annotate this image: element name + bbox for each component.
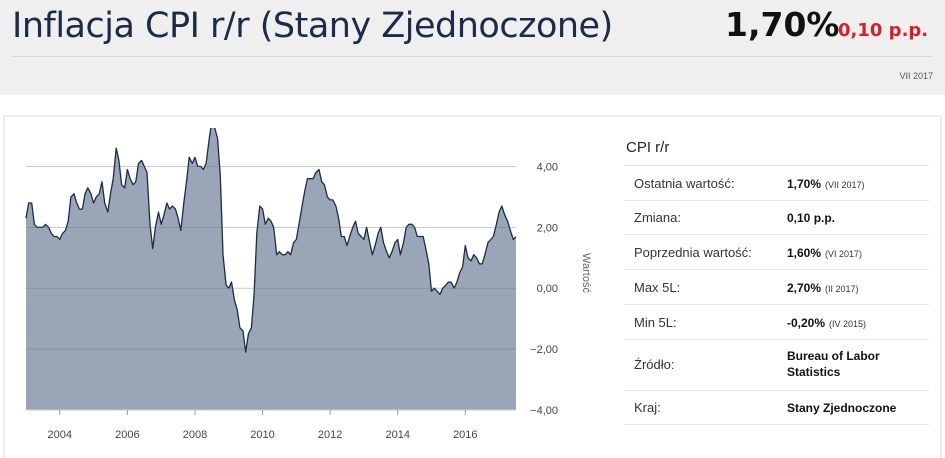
info-label: Źródło: (634, 357, 675, 372)
y-tick-label: 0,00 (537, 283, 558, 295)
info-label: Ostatnia wartość: (634, 176, 735, 191)
info-row-min-5y: Min 5L: -0,20% (IV 2015) (624, 305, 929, 340)
current-value: 1,70% (725, 5, 840, 44)
info-note: (VI 2017) (825, 249, 863, 259)
info-row-previous-value: Poprzednia wartość: 1,60% (VI 2017) (624, 235, 929, 270)
x-tick-label: 2006 (115, 429, 139, 441)
info-label: Zmiana: (634, 210, 681, 225)
info-row-change: Zmiana: 0,10 p.p. (624, 201, 929, 235)
info-value: -0,20% (IV 2015) (787, 316, 867, 330)
info-value: 0,10 p.p. (787, 211, 836, 225)
info-value: 1,60% (VI 2017) (787, 246, 863, 260)
cpi-chart: 4,00 2,00 0,00 −2,00 −4,00 2004 2006 2008 2010 20… (25, 128, 592, 441)
x-tick-label: 2014 (385, 429, 409, 441)
info-row-max-5y: Max 5L: 2,70% (II 2017) (624, 270, 929, 305)
info-value: Stany Zjednoczone (787, 401, 897, 415)
x-tick-label: 2016 (453, 429, 477, 441)
page-title: Inflacja CPI r/r (Stany Zjednoczone) (12, 6, 613, 46)
y-tick-label: 2,00 (537, 222, 558, 234)
y-tick-label: −2,00 (530, 344, 558, 356)
info-note: (IV 2015) (829, 319, 867, 329)
info-label: Kraj: (634, 400, 661, 415)
info-note: (II 2017) (825, 284, 859, 294)
info-row-source: Źródło: Bureau of Labor Statistics (624, 340, 929, 391)
change-value: 0,10 p.p. (838, 20, 929, 41)
period-label: VII 2017 (899, 71, 933, 81)
info-value: 2,70% (II 2017) (787, 281, 859, 295)
info-label: Min 5L: (634, 315, 677, 330)
info-value: 1,70% (VII 2017) (787, 177, 865, 191)
x-tick-label: 2012 (318, 429, 342, 441)
info-note: (VII 2017) (825, 180, 865, 190)
y-tick-label: −4,00 (530, 405, 558, 417)
info-label: Max 5L: (634, 280, 681, 295)
header-bar: Inflacja CPI r/r (Stany Zjednoczone) 1,7… (0, 0, 945, 95)
sidebar-title: CPI r/r (626, 139, 670, 156)
y-axis-label: Wartość (580, 253, 592, 293)
info-row-country: Kraj: Stany Zjednoczone (624, 391, 929, 425)
header-divider (12, 56, 932, 57)
y-tick-label: 4,00 (537, 161, 558, 173)
x-tick-label: 2004 (48, 429, 72, 441)
sidebar-divider (624, 165, 929, 166)
content-panel (3, 115, 942, 458)
x-tick-label: 2008 (183, 429, 207, 441)
info-row-last-value: Ostatnia wartość: 1,70% (VII 2017) (624, 166, 929, 201)
info-value: Bureau of Labor Statistics (787, 349, 880, 379)
info-label: Poprzednia wartość: (634, 245, 752, 260)
x-tick-label: 2010 (250, 429, 274, 441)
